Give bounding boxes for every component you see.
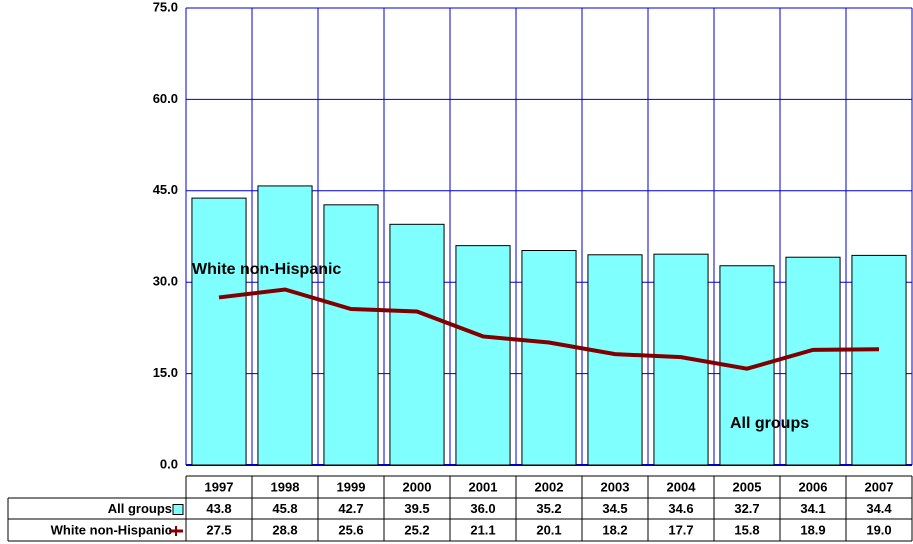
x-tick-label: 2005 [733,479,762,494]
x-tick-label: 2000 [403,479,432,494]
table-value: 25.6 [338,522,363,537]
table-value: 34.5 [602,501,627,516]
table-value: 34.4 [866,501,892,516]
y-tick-label: 30.0 [153,274,178,289]
line [218,287,880,371]
y-tick-label: 15.0 [153,365,178,380]
x-tick-label: 1997 [205,479,234,494]
x-tick-label: 2003 [601,479,630,494]
bar [389,223,445,466]
table-value: 42.7 [338,501,363,516]
table-value: 36.0 [470,501,495,516]
x-tick-label: 2002 [535,479,564,494]
bar [323,204,379,466]
table-value: 34.1 [800,501,825,516]
legend-swatch [172,504,184,515]
y-tick-label: 0.0 [160,456,178,471]
table-value: 17.7 [668,522,693,537]
y-tick-label: 60.0 [153,91,178,106]
x-tick-label: 2001 [469,479,498,494]
annotation: All groups [730,415,809,432]
x-tick-label: 2007 [865,479,894,494]
table-value: 28.8 [272,522,297,537]
table-value: 45.8 [272,501,297,516]
x-tick-label: 1999 [337,479,366,494]
table-value: 18.9 [800,522,825,537]
table-value: 18.2 [602,522,627,537]
table-value: 32.7 [734,501,759,516]
table-value: 19.0 [866,522,891,537]
x-tick-label: 1998 [271,479,300,494]
x-tick-label: 2004 [667,479,697,494]
table-value: 35.2 [536,501,561,516]
annotation: White non-Hispanic [192,261,341,278]
table-value: 21.1 [470,522,495,537]
table-value: 25.2 [404,522,429,537]
table-value: 34.6 [668,501,693,516]
table-value: 15.8 [734,522,759,537]
legend-label: All groups [108,501,172,516]
bar [455,245,511,466]
bar [191,197,247,466]
bar [587,254,643,466]
y-tick-label: 75.0 [153,0,178,14]
y-tick-label: 45.0 [153,182,178,197]
x-tick-label: 2006 [799,479,828,494]
table-value: 27.5 [206,522,231,537]
table-value: 43.8 [206,501,231,516]
table-value: 39.5 [404,501,429,516]
bar [785,256,841,466]
bar [521,250,577,466]
bar [851,254,907,466]
table-value: 20.1 [536,522,561,537]
bar [257,185,313,466]
legend-label: White non-Hispanic [51,522,172,537]
